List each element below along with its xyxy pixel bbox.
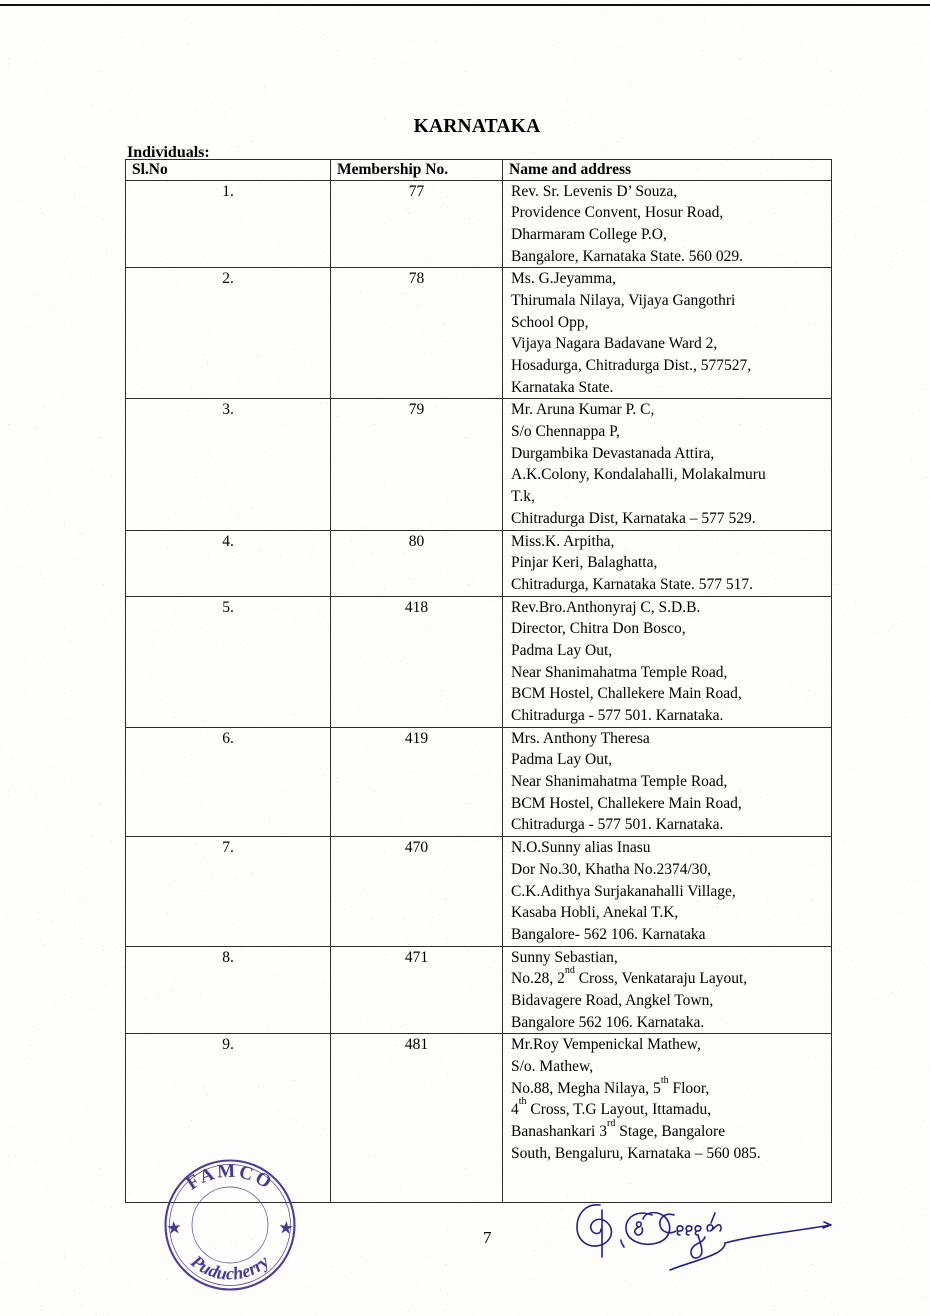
svg-text:Puducherry: Puducherry [186,1251,273,1284]
svg-text:FAMCO: FAMCO [183,1161,277,1195]
